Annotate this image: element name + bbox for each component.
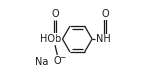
Text: Sb: Sb	[48, 34, 62, 44]
Text: Na: Na	[35, 57, 48, 67]
Text: HO: HO	[40, 34, 55, 44]
Text: O: O	[102, 9, 109, 19]
Text: O: O	[51, 9, 59, 19]
Text: NH: NH	[96, 34, 111, 44]
Text: −: −	[60, 53, 66, 62]
Text: O: O	[54, 56, 61, 66]
